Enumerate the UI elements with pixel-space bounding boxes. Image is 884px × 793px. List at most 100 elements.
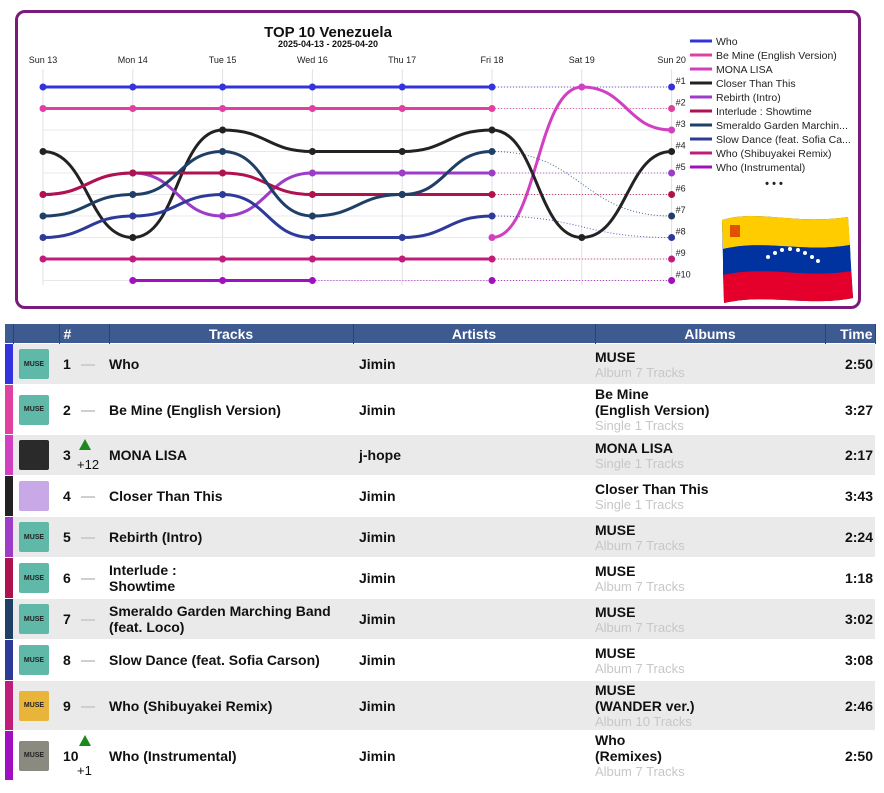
data-point xyxy=(308,148,316,155)
legend-entry: Closer Than This xyxy=(716,78,796,90)
data-point xyxy=(129,105,137,112)
rank-cell: 9 xyxy=(59,680,109,731)
table-row[interactable]: MUSE 10 +1 Who (Instrumental) Jimin Who (Remix… xyxy=(5,730,875,781)
album-info[interactable]: Closer Than This Single 1 Tracks xyxy=(595,475,825,517)
album-name-line: Be Mine xyxy=(595,386,649,402)
data-point xyxy=(39,148,47,155)
track-title[interactable]: Be Mine (English Version) xyxy=(109,384,353,435)
data-point xyxy=(219,105,227,112)
track-time: 2:17 xyxy=(825,434,875,476)
table-row[interactable]: 3 +12 MONA LISA j-hope MONA LISA Single 1 Tra… xyxy=(5,434,875,476)
legend-entry: Interlude : Showtime xyxy=(716,106,812,118)
series-line xyxy=(490,85,674,239)
track-title[interactable]: MONA LISA xyxy=(109,434,353,476)
track-title[interactable]: Who (Shibuyakei Remix) xyxy=(109,680,353,731)
legend-entry: Be Mine (English Version) xyxy=(716,50,837,62)
data-point xyxy=(219,148,227,155)
artist-name[interactable]: Jimin xyxy=(353,680,595,731)
artist-name[interactable]: Jimin xyxy=(353,475,595,517)
table-row[interactable]: MUSE 1 Who Jimin MUSE Album 7 Tracks 2:50 xyxy=(5,343,875,385)
album-info[interactable]: MUSE Album 7 Tracks xyxy=(595,516,825,558)
track-time: 2:46 xyxy=(825,680,875,731)
data-point xyxy=(398,255,406,263)
artist-name[interactable]: Jimin xyxy=(353,384,595,435)
data-point xyxy=(129,255,137,263)
rank-cell: 1 xyxy=(59,343,109,385)
rank-unchanged-dash-icon xyxy=(81,578,95,580)
table-row[interactable]: MUSE 6 Interlude : Showtime Jimin MUSE Album 7… xyxy=(5,557,875,599)
header-spacer-thumb xyxy=(13,324,60,344)
album-name-line: (Remixes) xyxy=(595,748,662,765)
data-point xyxy=(219,126,227,134)
rank-cell: 3 +12 xyxy=(59,434,109,476)
album-info[interactable]: Be Mine (English Version) Single 1 Tracks xyxy=(595,384,825,435)
table-row[interactable]: MUSE 5 Rebirth (Intro) Jimin MUSE Album 7 Tra… xyxy=(5,516,875,558)
track-title[interactable]: Interlude : Showtime xyxy=(109,557,353,599)
row-color-bar xyxy=(5,598,13,640)
series-line xyxy=(41,192,494,240)
data-point xyxy=(39,191,47,198)
data-point xyxy=(488,105,496,112)
data-point xyxy=(308,277,316,284)
track-title[interactable]: Smeraldo Garden Marching Band (feat. Loco… xyxy=(109,598,353,640)
album-cover: MUSE xyxy=(13,384,59,435)
rank-number: 10 xyxy=(63,747,79,764)
track-time: 2:50 xyxy=(825,730,875,781)
track-time: 3:43 xyxy=(825,475,875,517)
x-tick-label: Sat 19 xyxy=(569,55,595,65)
rank-unchanged-dash-icon xyxy=(81,660,95,662)
table-row[interactable]: MUSE 7 Smeraldo Garden Marching Band (feat.… xyxy=(5,598,875,640)
row-color-bar xyxy=(5,680,13,731)
artist-name[interactable]: Jimin xyxy=(353,557,595,599)
data-point xyxy=(308,105,316,112)
rank-cell: 7 xyxy=(59,598,109,640)
artist-name[interactable]: Jimin xyxy=(353,598,595,640)
album-info[interactable]: MUSE Album 7 Tracks xyxy=(595,343,825,385)
album-info[interactable]: MONA LISA Single 1 Tracks xyxy=(595,434,825,476)
album-meta: Album 7 Tracks xyxy=(595,764,685,780)
rank-number: 3 xyxy=(63,447,71,463)
data-point xyxy=(398,234,406,241)
rank-number: 6 xyxy=(63,570,71,586)
rank-cell: 10 +1 xyxy=(59,730,109,781)
artist-name[interactable]: Jimin xyxy=(353,343,595,385)
table-row[interactable]: 4 Closer Than This Jimin Closer Than This Si… xyxy=(5,475,875,517)
album-info[interactable]: Who (Remixes) Album 7 Tracks xyxy=(595,730,825,781)
artist-name[interactable]: Jimin xyxy=(353,639,595,681)
album-info[interactable]: MUSE Album 7 Tracks xyxy=(595,598,825,640)
track-title[interactable]: Slow Dance (feat. Sofia Carson) xyxy=(109,639,353,681)
table-row[interactable]: MUSE 9 Who (Shibuyakei Remix) Jimin MUSE (WAN… xyxy=(5,680,875,731)
rank-label: #9 xyxy=(676,248,686,258)
artist-name[interactable]: Jimin xyxy=(353,730,595,781)
data-point xyxy=(219,212,227,220)
album-info[interactable]: MUSE (WANDER ver.) Album 10 Tracks xyxy=(595,680,825,731)
track-title[interactable]: Rebirth (Intro) xyxy=(109,516,353,558)
track-title[interactable]: Who xyxy=(109,343,353,385)
data-point xyxy=(398,169,406,177)
album-info[interactable]: MUSE Album 7 Tracks xyxy=(595,639,825,681)
data-point xyxy=(668,277,676,284)
row-color-bar xyxy=(5,639,13,681)
cover-text: MUSE xyxy=(23,702,45,709)
artist-name[interactable]: j-hope xyxy=(353,434,595,476)
table-row[interactable]: MUSE 8 Slow Dance (feat. Sofia Carson) Jimi… xyxy=(5,639,875,681)
track-title[interactable]: Closer Than This xyxy=(109,475,353,517)
rank-number: 1 xyxy=(63,356,71,372)
data-point xyxy=(668,105,676,112)
rank-label: #3 xyxy=(676,119,686,129)
data-point xyxy=(39,212,47,220)
legend-entry: Smeraldo Garden Marchin... xyxy=(716,120,848,132)
rank-chart: Sun 13 Mon 14 Tue 15 Wed 16 Thu 17 Fri 18 Sat … xyxy=(29,24,853,303)
table-row[interactable]: MUSE 2 Be Mine (English Version) Jimin Be Mi… xyxy=(5,384,875,435)
cover-text: MUSE xyxy=(23,615,45,623)
data-point xyxy=(398,148,406,155)
rank-label: #8 xyxy=(676,227,686,237)
track-title[interactable]: Who (Instrumental) xyxy=(109,730,353,781)
data-point xyxy=(668,148,676,155)
x-tick-label: Thu 17 xyxy=(388,55,416,65)
data-point xyxy=(39,83,47,91)
album-info[interactable]: MUSE Album 7 Tracks xyxy=(595,557,825,599)
artist-name[interactable]: Jimin xyxy=(353,516,595,558)
album-cover: MUSE xyxy=(13,730,59,781)
data-point xyxy=(488,148,496,155)
